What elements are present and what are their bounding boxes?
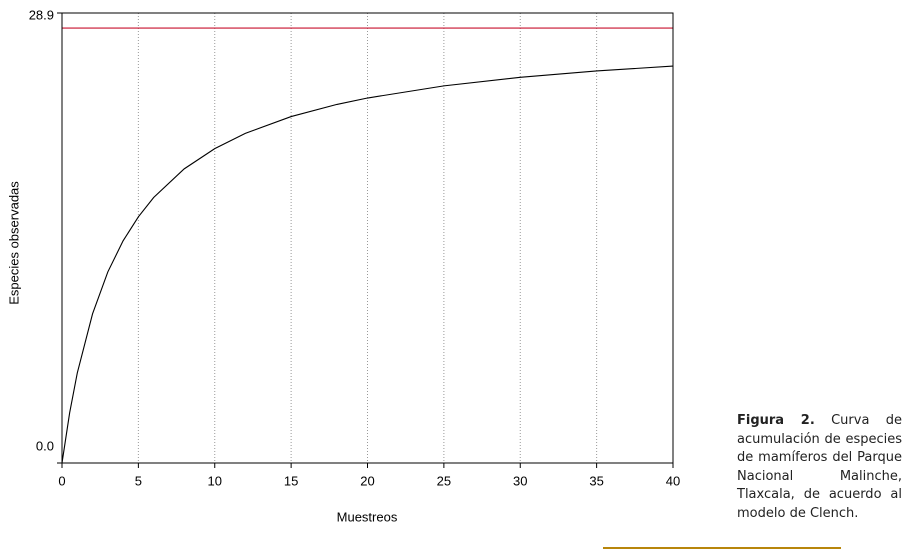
y-tick-label: 0.0 — [36, 438, 54, 453]
x-tick-label: 5 — [135, 473, 142, 488]
chart: Muestreos Especies observadas 0 5 10 15 20 25… — [6, 7, 680, 524]
plot-frame — [61, 12, 674, 464]
caption-label: Figura 2. — [737, 413, 815, 428]
divider — [603, 547, 841, 549]
x-tick-label: 35 — [589, 473, 603, 488]
series-line — [61, 65, 674, 464]
x-tick-label: 15 — [284, 473, 298, 488]
caption: Figura 2. Curva de acumulación de especi… — [737, 412, 902, 523]
y-axis-label: Especies observadas — [6, 181, 21, 305]
caption-text: Curva de acumulación de especies de mamí… — [737, 413, 902, 521]
x-axis-label: Muestreos — [337, 509, 398, 524]
x-tick-label: 30 — [513, 473, 527, 488]
x-tick-label: 10 — [208, 473, 222, 488]
x-tick-label: 0 — [58, 473, 65, 488]
x-tick-label: 40 — [666, 473, 680, 488]
y-tick-label: 28.9 — [29, 7, 54, 22]
x-tick-label: 25 — [437, 473, 451, 488]
x-tick-label: 20 — [360, 473, 374, 488]
